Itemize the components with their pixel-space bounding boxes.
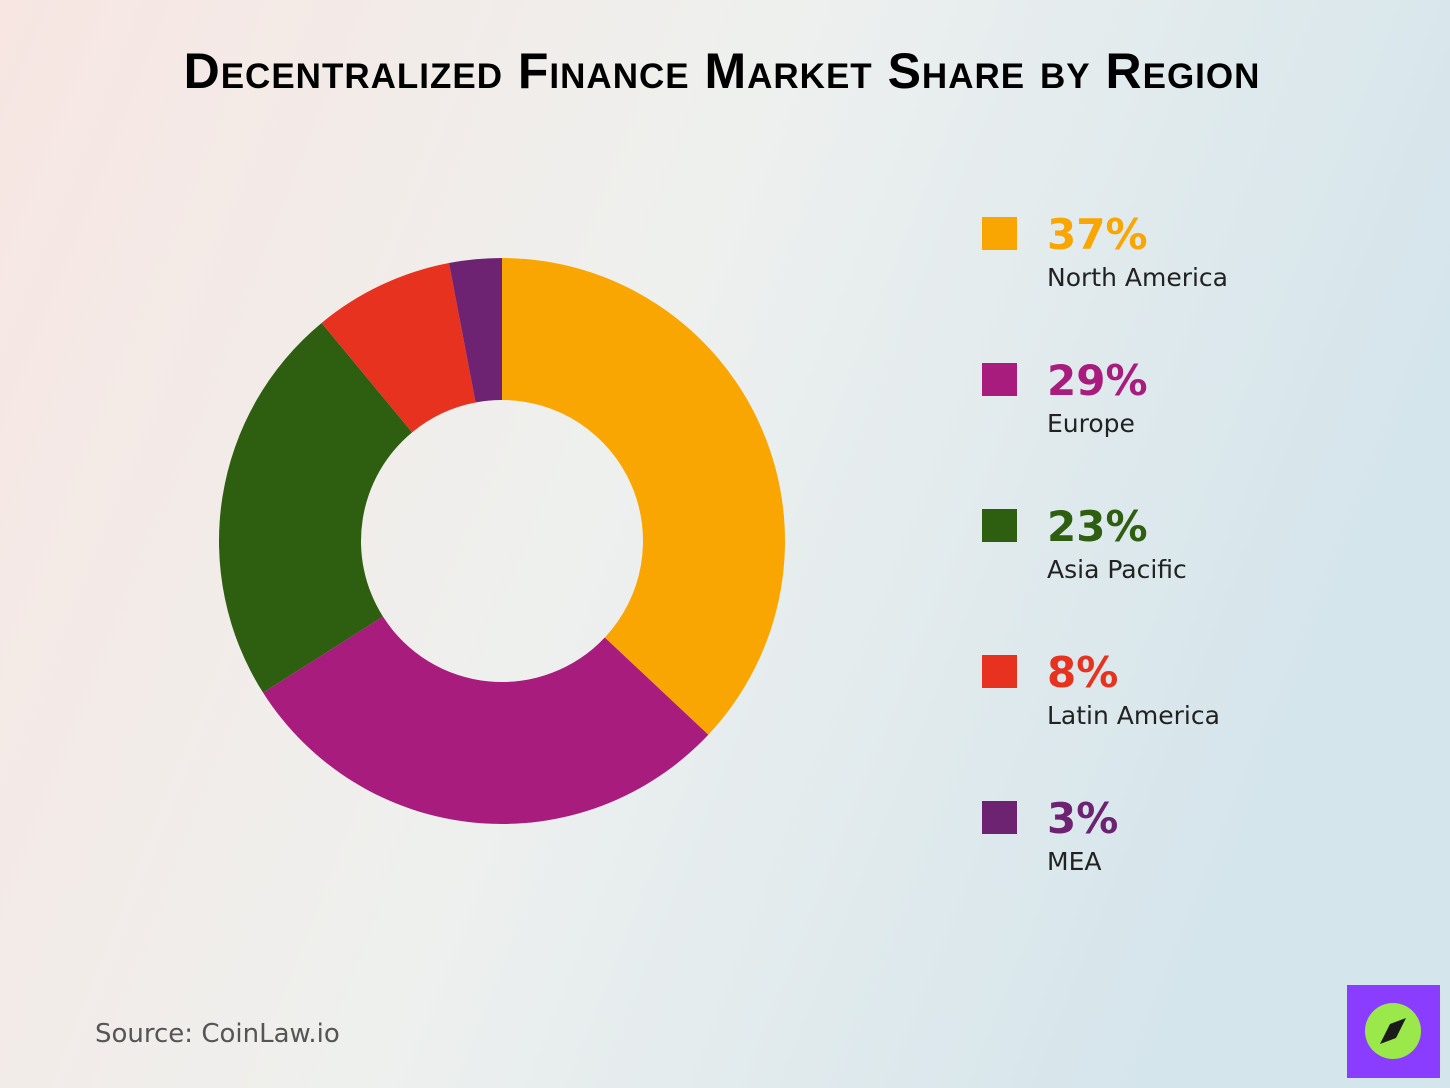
donut-slice	[321, 263, 476, 433]
legend-label: Latin America	[1047, 701, 1220, 730]
donut-slice	[502, 258, 785, 735]
chart-title: Decentralized Finance Market Share by Re…	[184, 43, 1261, 99]
legend-label: Asia Pacific	[1047, 555, 1187, 584]
legend-value: 37%	[1047, 210, 1148, 259]
legend-swatch	[982, 801, 1017, 834]
donut-slice	[263, 616, 709, 824]
legend-swatch	[982, 509, 1017, 542]
source: Source: CoinLaw.io	[95, 1019, 340, 1049]
legend-swatch	[982, 363, 1017, 396]
legend-label: Europe	[1047, 409, 1135, 438]
legend-swatch	[982, 655, 1017, 688]
legend-value: 3%	[1047, 794, 1118, 843]
legend-value: 8%	[1047, 648, 1118, 697]
donut-slice	[448, 258, 502, 403]
logo-icon	[1380, 1018, 1406, 1044]
legend-swatch	[982, 217, 1017, 250]
donut-slice	[219, 322, 413, 693]
legend-value: 29%	[1047, 356, 1148, 405]
legend-label: MEA	[1047, 847, 1101, 876]
logo	[1347, 985, 1440, 1078]
legend-label: North America	[1047, 263, 1228, 292]
legend-value: 23%	[1047, 502, 1148, 551]
